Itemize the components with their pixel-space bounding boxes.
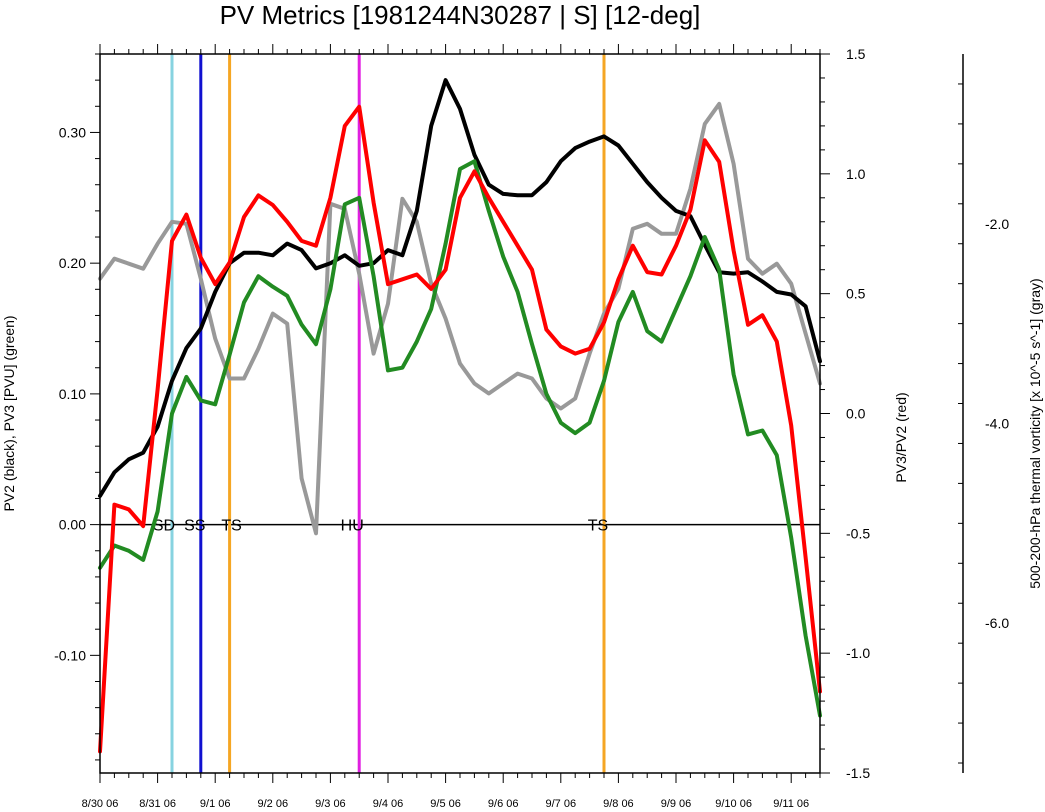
x-tick-label: 9/7 06: [546, 798, 577, 810]
right-tick-label: 1.5: [846, 46, 866, 62]
left-tick-label: -0.10: [54, 647, 86, 663]
far-right-tick-label: -4.0: [985, 415, 1009, 431]
left-axis-label: PV2 (black), PV3 [PVU] (green): [1, 315, 17, 511]
x-tick-label: 9/11 06: [773, 798, 809, 810]
series-line: [98, 101, 822, 536]
axes: -0.10 0.00 0.10 0.20 0.30 -1.5 -1.0 -0.5 0.0 0.5 1…: [54, 44, 1009, 810]
right-tick-label: -1.5: [846, 765, 870, 781]
x-tick-label: 8/31 06: [139, 798, 176, 810]
series-line: [98, 104, 822, 754]
x-tick-label: 9/1 06: [200, 798, 231, 810]
x-tick-label: 9/6 06: [488, 798, 519, 810]
event-label: SD: [153, 518, 175, 535]
right-tick-label: -1.0: [846, 645, 870, 661]
x-tick-label: 9/3 06: [315, 798, 346, 810]
axis-labels: PV2 (black), PV3 [PVU] (green) PV3/PV2 (r…: [1, 278, 1043, 588]
x-tick-label: 9/10 06: [715, 798, 752, 810]
event-label: SS: [184, 518, 205, 535]
right-tick-label: 0.0: [846, 406, 866, 422]
far-right-tick-label: -6.0: [985, 615, 1009, 631]
left-tick-label: 0.10: [59, 386, 86, 402]
plot-frame: [99, 53, 821, 774]
right-tick-label: 0.5: [846, 286, 866, 302]
far-right-axis-label: 500-200-hPa thermal vorticity [x 10^-5 s…: [1027, 278, 1043, 588]
left-tick-label: 0.00: [59, 517, 86, 533]
left-tick-label: 0.30: [59, 124, 86, 140]
event-lines: SD SS TS HU TS: [100, 54, 820, 773]
x-tick-label: 9/5 06: [430, 798, 461, 810]
right-tick-label: 1.0: [846, 166, 866, 182]
far-right-tick-label: -2.0: [985, 216, 1009, 232]
event-label: HU: [341, 518, 364, 535]
x-tick-label: 9/2 06: [258, 798, 289, 810]
left-tick-label: 0.20: [59, 255, 86, 271]
event-label: TS: [221, 518, 241, 535]
series-line: [98, 159, 822, 718]
right-axis-label: PV3/PV2 (red): [893, 392, 909, 482]
x-tick-label: 9/9 06: [661, 798, 692, 810]
chart-title: PV Metrics [1981244N30287 | S] [12-deg]: [220, 0, 701, 30]
x-tick-label: 9/4 06: [373, 798, 404, 810]
x-tick-label: 9/8 06: [603, 798, 634, 810]
series-lines: [98, 78, 822, 754]
x-tick-label: 8/30 06: [82, 798, 119, 810]
event-label: TS: [588, 518, 608, 535]
right-tick-label: -0.5: [846, 525, 870, 541]
series-line: [98, 78, 822, 498]
